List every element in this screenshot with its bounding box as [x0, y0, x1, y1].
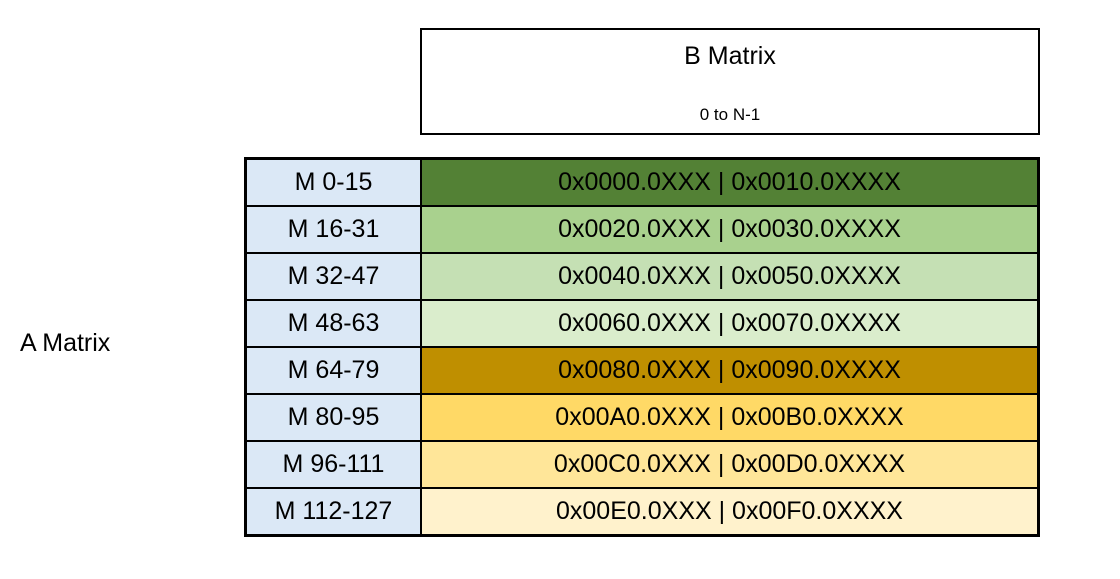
table-row: M 64-79 0x0080.0XXX | 0x0090.0XXXX — [244, 346, 1040, 395]
row-value: 0x0060.0XXX | 0x0070.0XXXX — [420, 299, 1040, 348]
row-label: M 16-31 — [244, 205, 422, 254]
memory-map-table: M 0-15 0x0000.0XXX | 0x0010.0XXXX M 16-31 0… — [244, 157, 1040, 537]
row-label: M 32-47 — [244, 252, 422, 301]
row-value: 0x00A0.0XXX | 0x00B0.0XXXX — [420, 393, 1040, 442]
b-matrix-title: B Matrix — [684, 42, 776, 70]
row-label: M 48-63 — [244, 299, 422, 348]
table-row: M 0-15 0x0000.0XXX | 0x0010.0XXXX — [244, 157, 1040, 207]
table-row: M 32-47 0x0040.0XXX | 0x0050.0XXXX — [244, 252, 1040, 301]
table-row: M 112-127 0x00E0.0XXX | 0x00F0.0XXXX — [244, 487, 1040, 537]
row-value: 0x0040.0XXX | 0x0050.0XXXX — [420, 252, 1040, 301]
table-row: M 80-95 0x00A0.0XXX | 0x00B0.0XXXX — [244, 393, 1040, 442]
row-value: 0x00C0.0XXX | 0x00D0.0XXXX — [420, 440, 1040, 489]
a-matrix-label: A Matrix — [20, 329, 111, 357]
row-value: 0x0020.0XXX | 0x0030.0XXXX — [420, 205, 1040, 254]
memory-map-rows: M 0-15 0x0000.0XXX | 0x0010.0XXXX M 16-31 0… — [244, 157, 1040, 537]
table-row: M 96-111 0x00C0.0XXX | 0x00D0.0XXXX — [244, 440, 1040, 489]
row-value: 0x0080.0XXX | 0x0090.0XXXX — [420, 346, 1040, 395]
row-value: 0x0000.0XXX | 0x0010.0XXXX — [420, 157, 1040, 207]
row-label: M 64-79 — [244, 346, 422, 395]
row-value: 0x00E0.0XXX | 0x00F0.0XXXX — [420, 487, 1040, 537]
row-label: M 0-15 — [244, 157, 422, 207]
row-label: M 96-111 — [244, 440, 422, 489]
row-label: M 112-127 — [244, 487, 422, 537]
row-label: M 80-95 — [244, 393, 422, 442]
table-row: M 48-63 0x0060.0XXX | 0x0070.0XXXX — [244, 299, 1040, 348]
b-matrix-range: 0 to N-1 — [699, 105, 761, 124]
b-matrix-box: B Matrix 0 to N-1 — [420, 28, 1040, 135]
table-row: M 16-31 0x0020.0XXX | 0x0030.0XXXX — [244, 205, 1040, 254]
